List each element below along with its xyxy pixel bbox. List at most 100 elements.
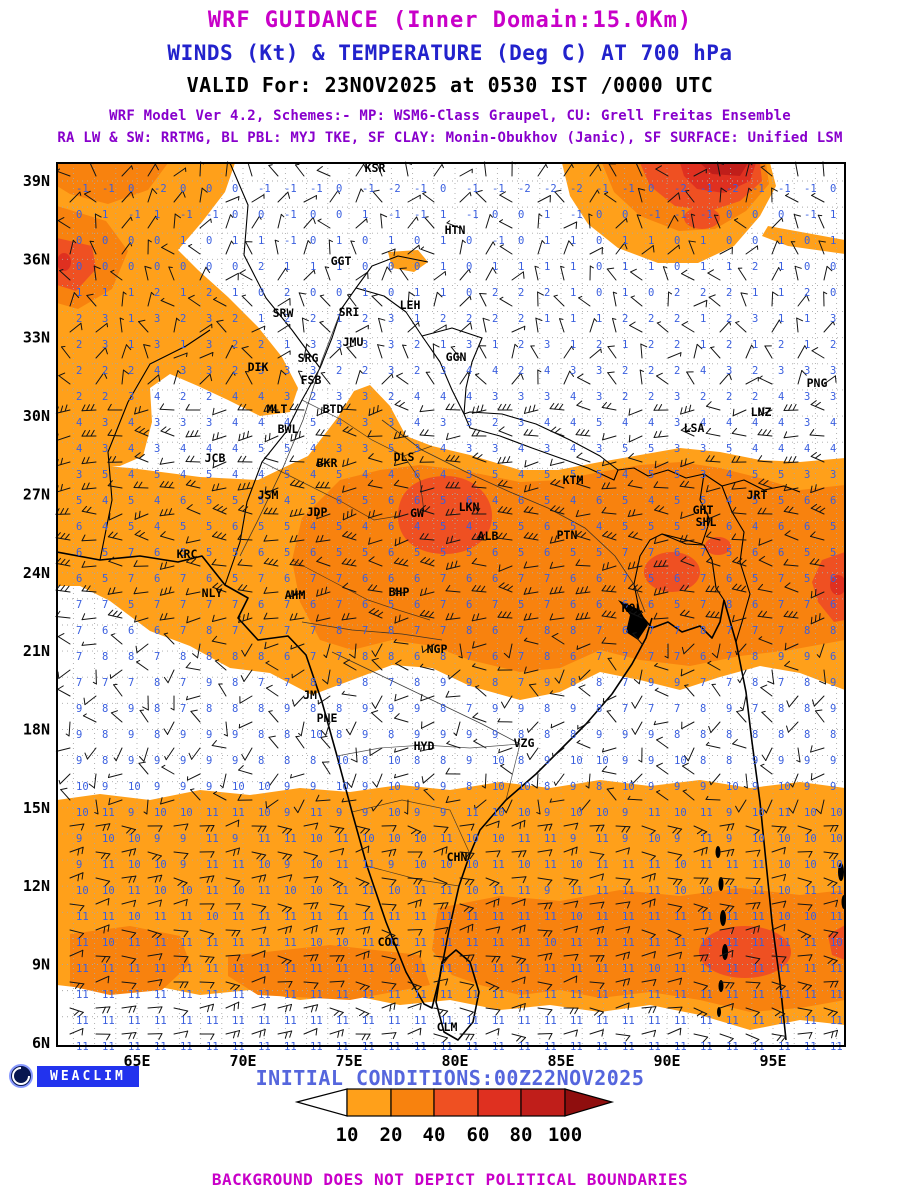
wind-barb: [247, 162, 253, 177]
temp-value: 0: [102, 235, 108, 247]
temp-value: 11: [648, 885, 661, 897]
temp-value: 9: [362, 703, 368, 715]
wind-barb: [783, 505, 799, 515]
wind-barb: [396, 372, 409, 385]
temp-value: 9: [414, 807, 420, 819]
temp-value: 8: [778, 729, 784, 741]
temp-value: 8: [492, 677, 498, 689]
temp-value: 0: [336, 209, 342, 221]
wind-barb: [69, 1028, 84, 1036]
temp-value: 8: [544, 703, 550, 715]
wind-barb: [159, 480, 175, 489]
temp-value: 6: [466, 599, 472, 611]
temp-value: 3: [154, 313, 160, 325]
wind-barb: [606, 710, 617, 723]
station-label: LNZ: [751, 405, 772, 419]
temp-value: 4: [622, 469, 628, 481]
temp-value: 2: [362, 313, 368, 325]
temp-value: 6: [492, 651, 498, 663]
wind-barb: [810, 588, 825, 599]
temp-value: 1: [518, 261, 524, 273]
wind-barb: [264, 486, 279, 494]
wind-barb: [485, 214, 494, 229]
wind-barb: [530, 345, 539, 359]
wind-barb: [238, 721, 253, 729]
wind-barb: [760, 165, 773, 177]
temp-value: 8: [206, 703, 212, 715]
wind-barb: [251, 903, 267, 913]
wind-barb: [589, 981, 605, 990]
temp-value: 11: [284, 1015, 297, 1027]
temp-value: 7: [674, 651, 680, 663]
temp-value: 3: [518, 391, 524, 403]
temp-value: 3: [180, 417, 186, 429]
wind-barb: [563, 370, 575, 385]
wind-barb: [121, 825, 137, 835]
temp-value: 1: [570, 339, 576, 351]
temp-value: 8: [388, 625, 394, 637]
temp-value: 4: [544, 417, 550, 429]
wind-barb: [589, 247, 603, 255]
temp-value: 1: [700, 235, 706, 247]
temp-value: -1: [128, 209, 141, 221]
wind-barb: [553, 773, 565, 786]
wind-barb: [303, 822, 319, 830]
temp-value: 1: [388, 235, 394, 247]
temp-value: 11: [622, 1015, 635, 1027]
temp-value: 2: [752, 365, 758, 377]
wind-barb: [667, 951, 682, 960]
temp-value: 10: [804, 911, 817, 923]
temp-value: 5: [466, 547, 472, 559]
wind-barb: [445, 454, 461, 463]
wind-barb: [710, 346, 721, 359]
temp-value: 11: [830, 1015, 843, 1027]
wind-barb: [475, 189, 487, 203]
wind-barb: [823, 291, 828, 307]
wind-barb: [576, 400, 591, 411]
temp-value: 2: [648, 339, 654, 351]
wind-barb: [552, 747, 565, 758]
temp-value: 1: [102, 287, 108, 299]
wind-barb: [95, 1006, 111, 1014]
wind-barb: [707, 269, 721, 281]
wind-barb: [606, 267, 617, 281]
wind-barb: [472, 663, 487, 671]
temp-value: 11: [336, 911, 349, 923]
temp-value: 8: [726, 599, 732, 611]
temp-value: 2: [648, 391, 654, 403]
wind-barb: [225, 847, 240, 857]
wind-barb: [147, 874, 163, 883]
wind-barb: [706, 484, 721, 493]
temp-value: 9: [830, 703, 836, 715]
wind-barb: [707, 660, 721, 671]
station-label: HTN: [445, 223, 466, 237]
temp-value: 11: [206, 989, 219, 1001]
wind-barb: [368, 608, 384, 619]
temp-value: 11: [726, 989, 739, 1001]
temp-value: 10: [466, 859, 479, 871]
wind-barb: [147, 163, 159, 177]
temp-value: 5: [570, 521, 576, 533]
temp-value: 4: [154, 521, 160, 533]
wind-barb: [317, 695, 331, 705]
temp-value: 5: [414, 547, 420, 559]
wind-barb: [497, 479, 513, 489]
temp-value: 9: [180, 755, 186, 767]
wind-barb: [549, 458, 565, 466]
wind-barb: [407, 322, 420, 333]
wind-barb: [55, 584, 71, 593]
temp-value: -2: [544, 183, 557, 195]
wind-barb: [459, 371, 470, 385]
wind-barb: [627, 509, 643, 518]
temp-value: 5: [674, 599, 680, 611]
temp-value: 5: [518, 521, 524, 533]
wind-barb: [223, 721, 228, 737]
wind-barb: [445, 432, 461, 441]
temp-value: 7: [102, 677, 108, 689]
temp-value: 3: [466, 417, 472, 429]
temp-value: 7: [622, 703, 628, 715]
wind-barb: [615, 218, 628, 229]
temp-value: -1: [570, 209, 583, 221]
wind-barb: [705, 741, 721, 749]
wind-barb: [329, 1029, 344, 1038]
